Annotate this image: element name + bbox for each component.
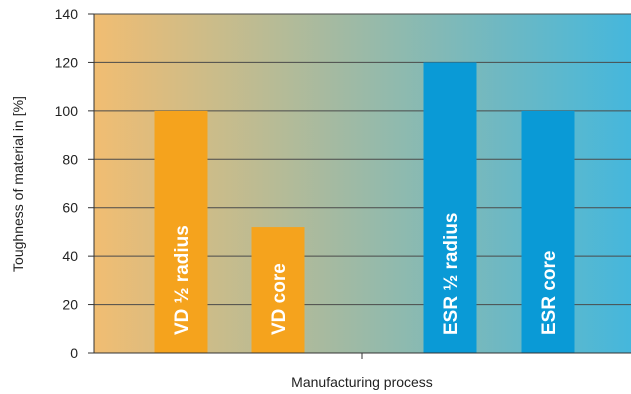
x-axis-title: Manufacturing process <box>291 374 433 390</box>
bar <box>521 110 575 353</box>
y-axis-ticks: 0 20 40 60 80 100 120 140 <box>55 6 94 361</box>
bar <box>154 110 208 353</box>
bar-label: VD core <box>269 263 290 335</box>
bar <box>423 62 477 354</box>
bar-label: ESR core <box>539 251 560 335</box>
bar-label: VD ½ radius <box>172 225 193 335</box>
y-tick-label: 120 <box>55 54 79 70</box>
bar <box>251 227 305 353</box>
bar-label: ESR ½ radius <box>441 213 462 336</box>
bars <box>154 62 575 354</box>
y-tick-label: 40 <box>62 248 78 264</box>
y-tick-label: 60 <box>62 200 78 216</box>
y-tick-label: 0 <box>70 345 78 361</box>
bar-labels: VD ½ radius VD core ESR ½ radius ESR core <box>172 213 560 336</box>
y-tick-label: 100 <box>55 103 79 119</box>
y-tick-label: 20 <box>62 297 78 313</box>
y-axis-title: Toughness of material in [%] <box>10 96 26 272</box>
y-tick-label: 80 <box>62 151 78 167</box>
y-tick-label: 140 <box>55 6 79 22</box>
